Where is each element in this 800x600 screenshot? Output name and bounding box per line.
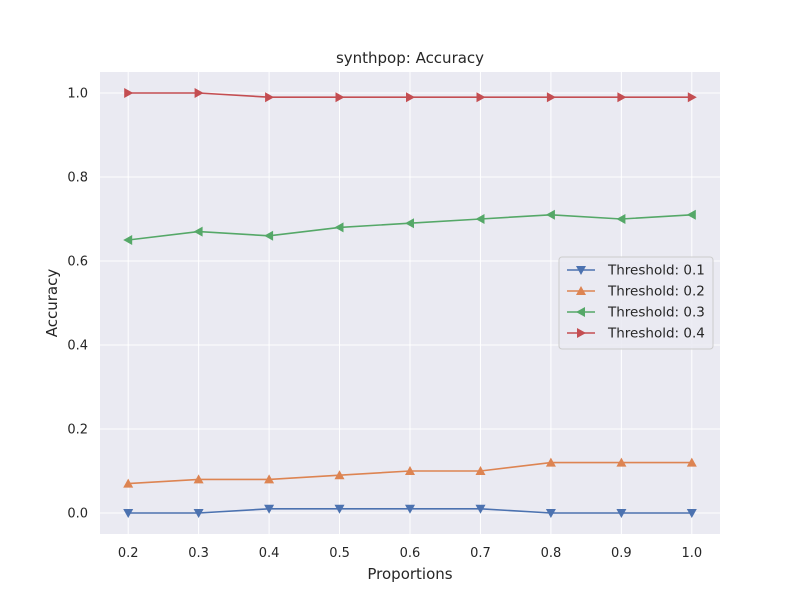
legend: Threshold: 0.1 Threshold: 0.2 Threshold: 0… [558,256,714,350]
series-1-point-0 [123,478,134,488]
series-0-point-3 [334,504,345,514]
series-3-point-0 [124,88,134,98]
legend-label-2: Threshold: 0.3 [607,305,705,321]
series-markers [123,88,697,518]
series-0-point-8 [686,509,697,518]
y-tick-label-2: 0.4 [67,339,88,354]
series-2-point-8 [686,209,696,220]
series-1-point-2 [264,474,275,484]
series-1-point-8 [686,457,697,467]
legend-label-3: Threshold: 0.4 [607,326,705,342]
series-0-point-5 [475,504,486,514]
chart-title: synthpop: Accuracy [336,49,484,67]
x-tick-label-1: 0.3 [188,546,209,561]
x-tick-label-2: 0.4 [259,546,280,561]
legend-label-0: Threshold: 0.1 [607,263,705,279]
x-tick-label-7: 0.9 [611,546,632,561]
x-axis-label: Proportions [367,565,452,583]
series-0-point-1 [193,509,204,518]
y-axis-label: Accuracy [43,269,61,338]
series-3-point-8 [687,92,697,103]
x-tick-label-0: 0.2 [118,546,139,561]
legend-marker-2 [576,307,585,317]
series-1-point-6 [545,457,556,467]
series-1-point-1 [193,474,204,484]
legend-marker-0 [576,266,586,275]
y-tick-label-3: 0.6 [67,255,88,270]
y-tick-labels: 0.0 0.2 0.4 0.6 0.8 1.0 [67,87,88,522]
x-tick-label-8: 1.0 [681,546,702,561]
series-0-point-4 [405,504,415,514]
legend-box [558,256,714,350]
series-3-point-7 [617,92,627,103]
x-tick-labels: 0.2 0.3 0.4 0.5 0.6 0.7 0.8 0.9 1.0 [118,546,702,561]
y-tick-label-4: 0.8 [67,171,88,186]
series-3-point-2 [265,92,275,103]
series-3-point-3 [335,92,345,103]
y-tick-label-0: 0.0 [67,507,88,522]
y-tick-label-1: 0.2 [67,423,88,438]
series-0-point-7 [616,509,627,518]
series-3-point-1 [194,88,204,98]
x-tick-label-4: 0.6 [400,546,421,561]
series-1-point-3 [334,470,345,480]
series-0-point-0 [123,509,134,518]
series-2-point-6 [545,209,555,220]
series-1-point-5 [475,466,486,475]
series-2-point-0 [123,235,133,245]
x-tick-label-3: 0.5 [329,546,350,561]
y-tick-label-5: 1.0 [67,87,88,102]
legend-label-1: Threshold: 0.2 [607,284,705,300]
series-1-point-7 [616,457,627,467]
series-3-point-4 [406,92,415,103]
series-3-point-6 [546,92,556,103]
series-2-point-2 [264,230,274,241]
legend-marker-3 [577,328,586,338]
series-0-point-2 [264,504,275,514]
series-2-point-1 [193,226,203,237]
series-2-point-4 [405,218,414,229]
series-2-point-7 [616,214,626,224]
series-0-point-6 [545,509,556,518]
x-tick-label-6: 0.8 [541,546,562,561]
series-2-point-5 [475,214,485,224]
series-3-point-5 [476,92,486,103]
series-1-point-4 [405,466,415,475]
x-tick-label-5: 0.7 [470,546,491,561]
legend-marker-1 [576,286,586,295]
series-2-point-3 [334,222,344,233]
